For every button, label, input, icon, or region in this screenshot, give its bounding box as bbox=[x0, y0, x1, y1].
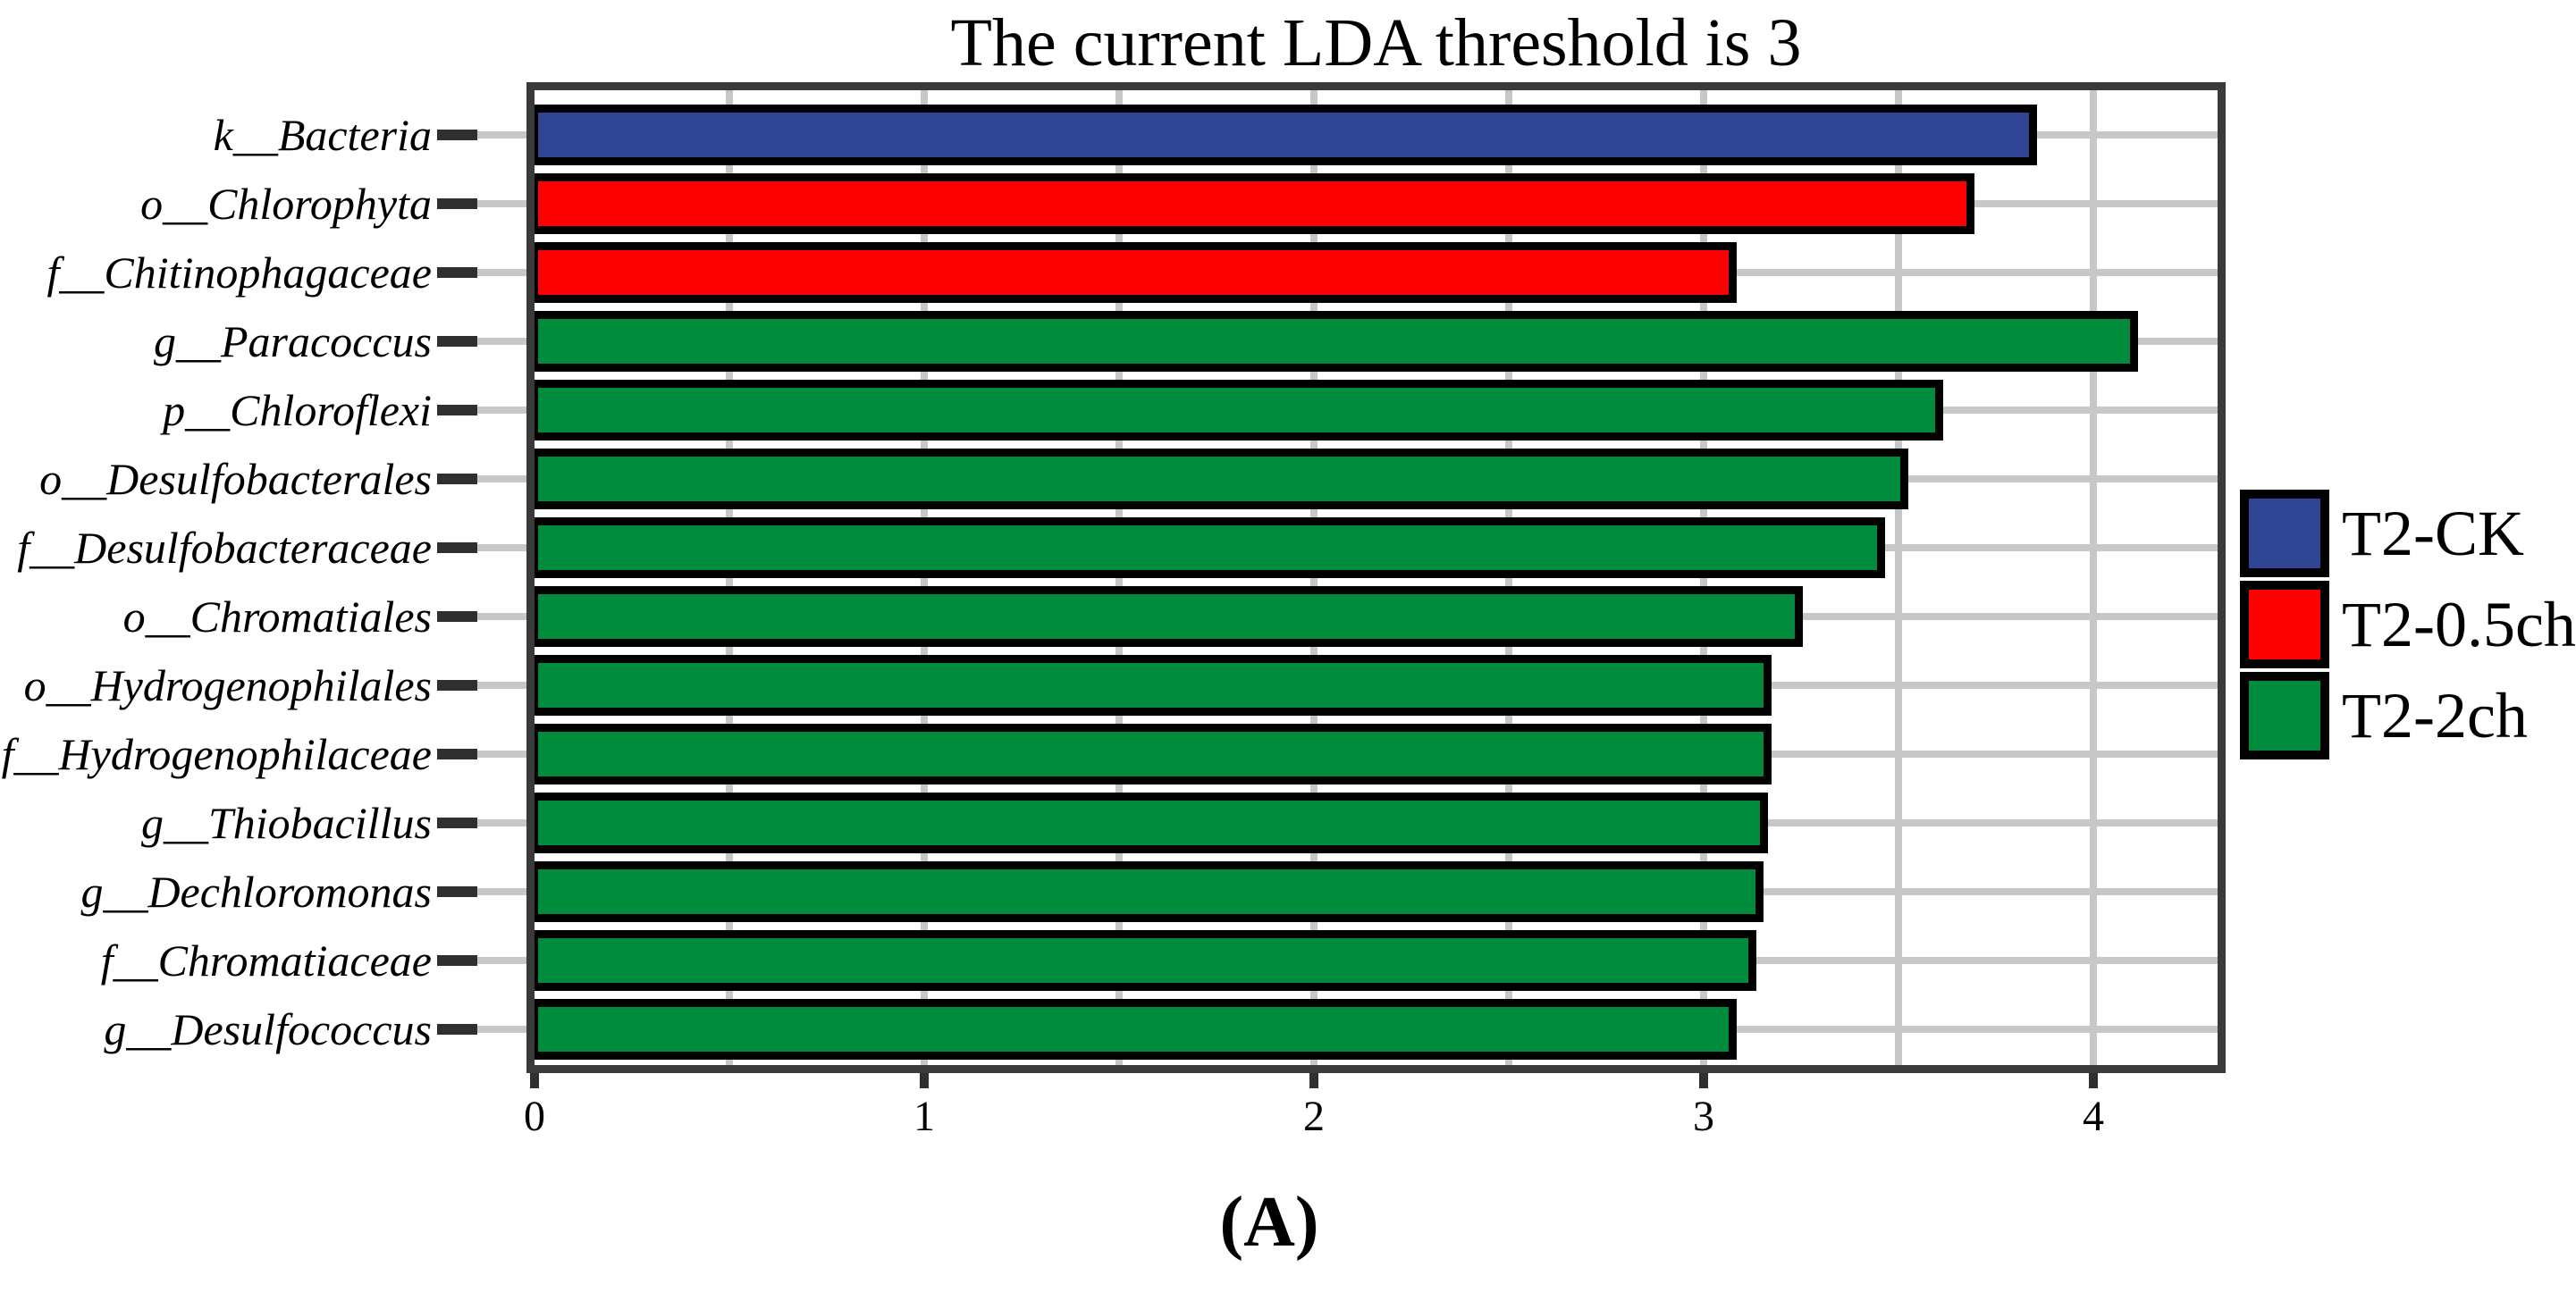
bar-T2-2ch bbox=[530, 999, 1737, 1060]
bar-T2-CK bbox=[530, 105, 2037, 165]
y-axis-label: g__Thiobacillus bbox=[140, 798, 432, 848]
y-tick-mark bbox=[437, 818, 477, 828]
x-tick-label: 1 bbox=[913, 1093, 935, 1140]
x-tick-mark bbox=[530, 1073, 539, 1088]
x-tick-mark bbox=[1699, 1073, 1708, 1088]
x-tick-label: 4 bbox=[2083, 1093, 2104, 1140]
legend-swatch bbox=[2240, 490, 2329, 577]
bar-T2-2ch bbox=[530, 724, 1772, 784]
legend-swatch bbox=[2240, 581, 2329, 668]
chart-title: The current LDA threshold is 3 bbox=[950, 5, 1802, 80]
y-axis-label: p__Chloroflexi bbox=[163, 385, 432, 435]
gridline-vertical bbox=[1895, 90, 1902, 1065]
y-tick-mark bbox=[437, 749, 477, 759]
y-tick-mark bbox=[437, 474, 477, 484]
bar-T2-0.5ch bbox=[530, 242, 1737, 303]
y-tick-mark bbox=[437, 130, 477, 140]
legend-label: T2-0.5ch bbox=[2342, 589, 2576, 660]
y-tick-mark bbox=[437, 886, 477, 897]
bar-T2-2ch bbox=[530, 517, 1885, 578]
y-axis-label: g__Dechloromonas bbox=[80, 867, 432, 917]
figure-caption: (A) bbox=[1219, 1183, 1319, 1262]
y-tick-mark bbox=[437, 336, 477, 347]
y-axis-label: f__Chitinophagaceae bbox=[46, 247, 433, 298]
y-axis-label: o__Desulfobacterales bbox=[39, 454, 432, 504]
y-tick-mark bbox=[437, 680, 477, 691]
bar-T2-2ch bbox=[530, 449, 1908, 509]
legend-label: T2-2ch bbox=[2342, 680, 2528, 751]
y-axis-label: o__Chlorophyta bbox=[140, 179, 432, 229]
y-axis-label: o__Hydrogenophilales bbox=[23, 660, 432, 710]
y-axis-label: f__Desulfobacteraceae bbox=[17, 523, 432, 573]
x-tick-label: 3 bbox=[1693, 1093, 1714, 1140]
y-tick-mark bbox=[437, 267, 477, 278]
bar-T2-2ch bbox=[530, 311, 2138, 372]
bar-T2-0.5ch bbox=[530, 173, 1974, 234]
y-tick-mark bbox=[437, 1024, 477, 1035]
gridline-vertical bbox=[2090, 90, 2097, 1065]
y-axis-label: k__Bacteria bbox=[213, 110, 432, 160]
y-tick-mark bbox=[437, 198, 477, 209]
x-tick-mark bbox=[920, 1073, 929, 1088]
y-axis-label: f__Chromatiaceae bbox=[100, 935, 432, 986]
bar-T2-2ch bbox=[530, 655, 1772, 716]
legend-label: T2-CK bbox=[2342, 498, 2524, 569]
y-tick-mark bbox=[437, 542, 477, 553]
y-axis-label: f__Hydrogenophilaceae bbox=[1, 729, 432, 779]
y-tick-mark bbox=[437, 405, 477, 415]
x-tick-label: 0 bbox=[524, 1093, 545, 1140]
x-tick-mark bbox=[1309, 1073, 1318, 1088]
x-tick-mark bbox=[2089, 1073, 2098, 1088]
y-axis-label: o__Chromatiales bbox=[122, 591, 432, 642]
bar-T2-2ch bbox=[530, 380, 1943, 440]
bar-T2-2ch bbox=[530, 861, 1764, 922]
legend-swatch bbox=[2240, 672, 2329, 759]
y-tick-mark bbox=[437, 955, 477, 966]
y-axis-label: g__Paracoccus bbox=[153, 316, 432, 366]
x-tick-label: 2 bbox=[1303, 1093, 1325, 1140]
bar-T2-2ch bbox=[530, 930, 1756, 991]
bar-T2-2ch bbox=[530, 793, 1768, 853]
y-axis-label: g__Desulfococcus bbox=[104, 1004, 432, 1054]
bar-T2-2ch bbox=[530, 586, 1803, 647]
y-tick-mark bbox=[437, 611, 477, 622]
